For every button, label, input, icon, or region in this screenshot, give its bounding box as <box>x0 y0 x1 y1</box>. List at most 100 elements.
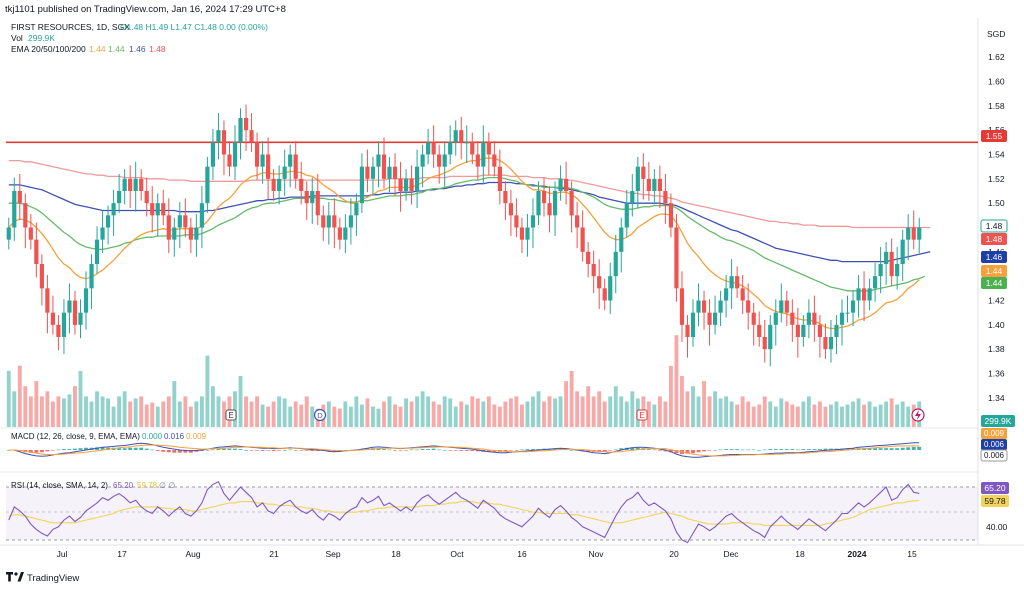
candle <box>172 217 177 257</box>
volume-bar <box>900 401 905 427</box>
candle <box>828 319 834 363</box>
candle <box>861 271 867 322</box>
macd-histogram-bar <box>784 449 789 450</box>
volume-bars <box>6 335 922 427</box>
candle <box>448 125 453 165</box>
macd-histogram-bar <box>470 450 475 451</box>
macd-histogram-bar <box>216 448 221 450</box>
macd-histogram-bar <box>779 449 784 450</box>
volume-bar <box>602 401 607 427</box>
volume-bar <box>244 396 248 427</box>
event-marker-earnings-2[interactable]: E <box>636 409 648 421</box>
candle <box>872 262 878 302</box>
volume-bar <box>67 394 72 427</box>
macd-histogram-bar <box>155 450 160 451</box>
candle <box>332 198 337 249</box>
candle <box>839 299 845 346</box>
volume-bar <box>437 404 442 427</box>
volume-bar <box>779 398 784 427</box>
ema20-value: 1.44 <box>89 44 106 54</box>
candle <box>277 165 282 205</box>
x-tick-label: 15 <box>907 549 917 559</box>
candle <box>530 198 536 249</box>
ema50-value: 1.44 <box>108 44 125 54</box>
macd-histogram-bar <box>845 448 850 450</box>
macd-histogram-bar <box>442 450 447 451</box>
candle <box>105 205 111 245</box>
event-marker-label: E <box>228 411 233 420</box>
x-tick-label: Dec <box>723 549 739 559</box>
macd-histogram-bar <box>911 446 916 450</box>
volume-bar <box>56 396 61 427</box>
volume-value: 299.9K <box>28 33 55 43</box>
svg-text:0.009: 0.009 <box>984 429 1005 438</box>
macd-histogram-bar <box>222 448 226 450</box>
x-tick-label: Nov <box>588 549 604 559</box>
event-marker-earnings-1[interactable]: E <box>225 409 237 421</box>
candle <box>889 238 894 286</box>
candle <box>575 201 580 249</box>
volume-bar <box>878 404 883 427</box>
macd-histogram-bar <box>773 449 778 450</box>
macd-histogram-bar <box>668 450 673 453</box>
candle <box>437 144 442 184</box>
macd-histogram-bar <box>685 450 690 454</box>
macd-histogram-bar <box>757 450 762 451</box>
macd-histogram-bar <box>100 447 105 450</box>
volume-bar <box>337 408 342 427</box>
macd-histogram-bar <box>144 448 149 450</box>
volume-bar <box>277 396 282 427</box>
volume-bar <box>122 391 127 427</box>
badge-ema50: 1.44 <box>981 277 1007 289</box>
rsi-label: RSI (14, close, SMA, 14, 2) <box>11 481 108 490</box>
candle <box>23 193 28 249</box>
candle <box>89 254 94 310</box>
volume-bar <box>39 396 44 427</box>
candle <box>117 173 122 213</box>
volume-bar <box>117 396 122 427</box>
macd-histogram-bar <box>823 448 828 450</box>
event-marker-dividend[interactable]: D <box>313 408 327 422</box>
svg-text:59.78: 59.78 <box>984 496 1006 506</box>
volume-bar <box>586 386 591 427</box>
x-tick-label: 16 <box>517 549 527 559</box>
candle <box>266 137 271 200</box>
volume-bar <box>17 365 22 427</box>
macd-histogram-bar <box>304 450 309 451</box>
candle <box>150 186 155 233</box>
volume-label: Vol <box>11 33 23 43</box>
candle <box>762 319 767 363</box>
macd-histogram-bar <box>260 450 265 451</box>
candle <box>6 217 11 250</box>
macd-histogram-bar <box>56 449 61 451</box>
volume-bar <box>475 398 480 427</box>
volume-bar <box>332 406 337 427</box>
lightning-icon[interactable] <box>911 408 925 422</box>
candle <box>817 315 823 358</box>
macd-line <box>8 442 920 458</box>
candle <box>260 141 265 184</box>
candle <box>50 295 56 335</box>
svg-text:65.20: 65.20 <box>984 483 1006 493</box>
macd-histogram-bar <box>884 448 889 450</box>
svg-text:0.006: 0.006 <box>984 451 1005 460</box>
candle <box>497 149 502 205</box>
tradingview-logo[interactable] <box>6 572 24 582</box>
volume-bar <box>619 396 624 427</box>
candle <box>696 283 701 327</box>
candle <box>475 141 480 181</box>
macd-histogram-bar <box>393 450 397 451</box>
macd-histogram-bar <box>73 448 77 450</box>
candle <box>17 173 22 221</box>
volume-bar <box>453 406 458 427</box>
candle <box>381 137 387 189</box>
volume-bar <box>188 406 193 427</box>
volume-bar <box>133 398 138 427</box>
candles <box>6 104 922 367</box>
candle <box>155 193 160 237</box>
candle <box>884 242 889 285</box>
candle <box>906 214 911 261</box>
macd-histogram-bar <box>117 448 122 450</box>
volume-bar <box>657 396 662 427</box>
volume-bar <box>84 396 88 427</box>
